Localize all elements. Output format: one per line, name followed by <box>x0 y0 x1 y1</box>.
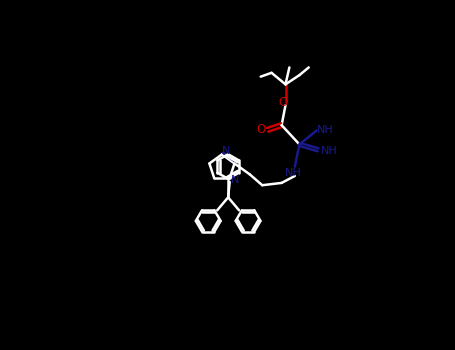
Text: N: N <box>222 146 230 156</box>
Text: NH: NH <box>320 146 337 155</box>
Text: NH: NH <box>317 125 334 135</box>
Text: N: N <box>231 175 239 186</box>
Text: NH: NH <box>285 168 302 178</box>
Text: O: O <box>278 96 288 108</box>
Text: O: O <box>257 123 266 136</box>
